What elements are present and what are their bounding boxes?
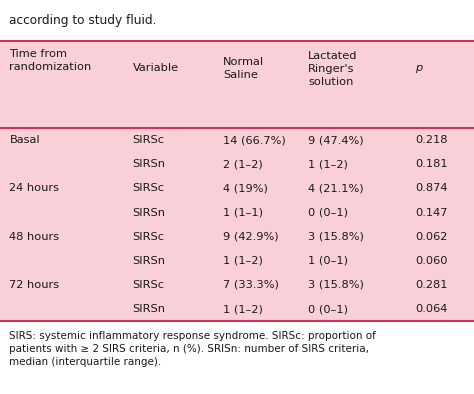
Text: 24 hours: 24 hours bbox=[9, 183, 59, 193]
Text: according to study fluid.: according to study fluid. bbox=[9, 14, 157, 27]
Text: 3 (15.8%): 3 (15.8%) bbox=[308, 280, 364, 290]
Text: SIRSc: SIRSc bbox=[133, 280, 165, 290]
Text: Time from
randomization: Time from randomization bbox=[9, 49, 92, 72]
Text: SIRSc: SIRSc bbox=[133, 232, 165, 242]
Text: 1 (0–1): 1 (0–1) bbox=[308, 256, 348, 266]
Text: 0.060: 0.060 bbox=[415, 256, 447, 266]
Text: 0.874: 0.874 bbox=[415, 183, 447, 193]
Text: 9 (42.9%): 9 (42.9%) bbox=[223, 232, 278, 242]
Text: Basal: Basal bbox=[9, 135, 40, 145]
Text: 0.218: 0.218 bbox=[415, 135, 447, 145]
Text: 14 (66.7%): 14 (66.7%) bbox=[223, 135, 285, 145]
Text: 72 hours: 72 hours bbox=[9, 280, 60, 290]
Text: 0.181: 0.181 bbox=[415, 159, 447, 169]
Text: 0 (0–1): 0 (0–1) bbox=[308, 304, 348, 314]
Text: 4 (19%): 4 (19%) bbox=[223, 183, 268, 193]
Text: 7 (33.3%): 7 (33.3%) bbox=[223, 280, 279, 290]
Text: 0 (0–1): 0 (0–1) bbox=[308, 208, 348, 217]
Text: SIRSc: SIRSc bbox=[133, 183, 165, 193]
Text: 48 hours: 48 hours bbox=[9, 232, 60, 242]
Text: 0.064: 0.064 bbox=[415, 304, 447, 314]
Text: SIRSn: SIRSn bbox=[133, 159, 166, 169]
Text: SIRSc: SIRSc bbox=[133, 135, 165, 145]
Text: 1 (1–2): 1 (1–2) bbox=[308, 159, 348, 169]
Text: 2 (1–2): 2 (1–2) bbox=[223, 159, 263, 169]
Text: p: p bbox=[415, 63, 422, 73]
Text: 3 (15.8%): 3 (15.8%) bbox=[308, 232, 364, 242]
Text: 1 (1–1): 1 (1–1) bbox=[223, 208, 263, 217]
Text: 1 (1–2): 1 (1–2) bbox=[223, 256, 263, 266]
Text: SIRS: systemic inflammatory response syndrome. SIRSc: proportion of
patients wit: SIRS: systemic inflammatory response syn… bbox=[9, 331, 376, 367]
Text: SIRSn: SIRSn bbox=[133, 256, 166, 266]
Text: 0.281: 0.281 bbox=[415, 280, 447, 290]
Text: 4 (21.1%): 4 (21.1%) bbox=[308, 183, 364, 193]
Text: Normal
Saline: Normal Saline bbox=[223, 57, 264, 80]
FancyBboxPatch shape bbox=[0, 41, 474, 321]
Text: Variable: Variable bbox=[133, 63, 179, 73]
Text: 0.062: 0.062 bbox=[415, 232, 447, 242]
Text: Lactated
Ringer's
solution: Lactated Ringer's solution bbox=[308, 51, 357, 87]
Text: SIRSn: SIRSn bbox=[133, 208, 166, 217]
Text: 0.147: 0.147 bbox=[415, 208, 447, 217]
Text: 9 (47.4%): 9 (47.4%) bbox=[308, 135, 364, 145]
Text: SIRSn: SIRSn bbox=[133, 304, 166, 314]
Text: 1 (1–2): 1 (1–2) bbox=[223, 304, 263, 314]
